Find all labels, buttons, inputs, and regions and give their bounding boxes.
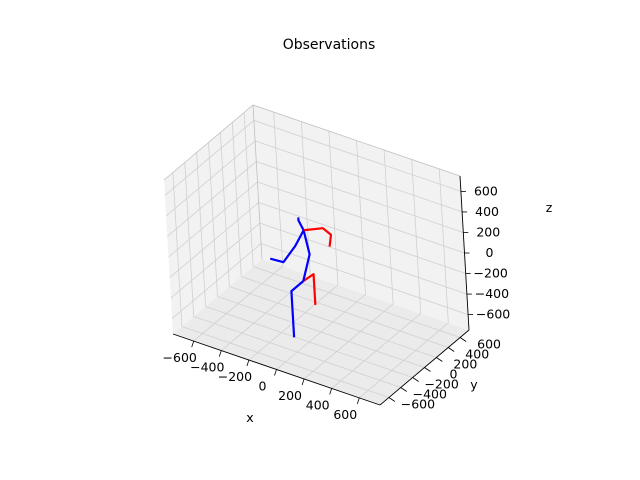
gridline [256,161,464,233]
x-axis-tick-label: 0 [259,379,267,394]
z-axis-tick-label: −200 [474,266,508,281]
x-axis-label: x [246,410,253,425]
y-axis-tick-label: 600 [477,337,501,352]
x-axis-tick-label: −400 [190,360,224,375]
y-axis-tick-label: −200 [424,377,458,392]
gridline [164,120,255,196]
series-line-1 [290,280,304,338]
x-axis-tick [246,359,250,367]
z-axis-tick-label: 200 [476,224,500,239]
y-axis-tick-label: −600 [401,397,435,412]
gridline [170,222,261,299]
y-axis-label: y [470,377,478,392]
gridline [168,181,258,258]
x-axis-tick-label: 200 [278,388,302,403]
x-axis-tick [356,397,360,405]
z-axis-tick-label: −600 [476,307,510,322]
gridline [258,202,466,274]
y-axis-tick [424,367,431,372]
series-line-4 [269,229,305,264]
z-axis-tick-label: 0 [486,245,494,260]
gridline [165,140,256,217]
gridline [205,306,413,378]
y-axis-tick-label: 400 [465,347,489,362]
x-axis-tick [191,340,195,348]
y-axis-tick [459,337,467,342]
axes-gridlines [164,112,469,399]
x-axis-tick-label: −600 [163,350,197,365]
gridline [259,222,468,295]
axes-lines [163,104,470,406]
gridline [167,161,257,237]
series-line-0 [302,273,317,305]
series-line-3 [303,227,333,247]
axes-ticks: −600−400−2000200400600−600−400−200020040… [163,183,511,422]
gridline [193,316,401,388]
gridline [181,326,390,398]
gridline [257,181,465,254]
x-axis-tick [329,388,333,395]
gridline [260,243,469,315]
y-axis-tick [400,387,407,392]
x-axis-tick [218,350,222,357]
gridline [229,286,437,358]
y-axis-tick-label: −400 [413,387,447,402]
x-axis-tick-label: −200 [218,369,252,384]
y-axis-tick-label: 200 [453,357,477,372]
plot-series [269,217,333,338]
gridline [252,266,461,338]
z-axis-tick-label: 400 [475,204,499,219]
pane-edge [163,104,254,181]
y-axis-tick [448,347,455,352]
x-axis-tick [301,378,305,386]
gridline [254,140,463,213]
pane-edge [252,104,263,260]
y-axis-tick-label: 0 [450,367,458,382]
gridline [253,120,462,192]
y-axis-tick [412,377,419,382]
pane-edge [252,104,461,177]
gridline [241,276,449,348]
z-axis-tick-label: 600 [474,183,498,198]
y-axis-tick [436,357,443,362]
x-axis-tick-label: 600 [333,407,357,422]
x-axis-tick [274,369,277,376]
gridline [171,243,262,319]
gridline [217,296,425,368]
z-axis-tick-label: −400 [475,286,509,301]
x-axis-tick-label: 400 [306,397,330,412]
gridline [169,202,259,278]
z-axis-label: z [546,200,553,215]
y-axis-tick [388,397,396,402]
chart-title: Observations [283,37,376,53]
